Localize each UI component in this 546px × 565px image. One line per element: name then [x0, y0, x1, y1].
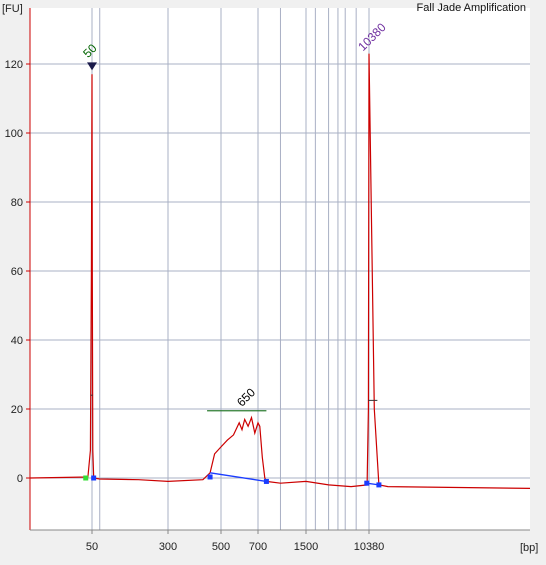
- x-tick-label: 50: [86, 541, 98, 553]
- y-tick-label: 40: [11, 335, 23, 347]
- trace-line: [29, 53, 531, 489]
- y-tick-label: 80: [11, 197, 23, 209]
- x-tick-label: 300: [159, 541, 177, 553]
- peak-boundary-marker: [91, 475, 97, 481]
- peak-boundary-marker: [207, 474, 213, 480]
- x-axis-ticks: 50 300 500 700 1500 10380: [86, 530, 384, 553]
- peak-boundary-markers: [83, 62, 382, 488]
- y-axis-ticks: 0 20 40 60 80 100 120: [5, 59, 30, 485]
- x-tick-label: 500: [212, 541, 230, 553]
- x-axis-label: [bp]: [520, 542, 538, 554]
- y-tick-label: 60: [11, 266, 23, 278]
- chart-title: Fall Jade Amplification: [417, 2, 526, 14]
- peak-marker-triangle: [87, 62, 97, 71]
- y-tick-label: 120: [5, 59, 23, 71]
- vertical-gridlines: [91, 8, 370, 530]
- baseline-650: [209, 472, 267, 483]
- y-tick-label: 20: [11, 404, 23, 416]
- y-tick-label: 0: [17, 473, 23, 485]
- series-trace: [29, 53, 531, 489]
- peak-boundary-marker: [364, 480, 370, 486]
- peak-boundary-marker: [263, 478, 269, 484]
- x-tick-label: 1500: [294, 541, 318, 553]
- horizontal-gridlines: [30, 63, 530, 479]
- peak-boundary-marker: [376, 482, 382, 488]
- y-axis-label: [FU]: [2, 3, 23, 15]
- y-tick-label: 100: [5, 128, 23, 140]
- x-tick-label: 10380: [354, 541, 385, 553]
- x-tick-label: 700: [249, 541, 267, 553]
- peak-boundary-marker: [83, 475, 89, 481]
